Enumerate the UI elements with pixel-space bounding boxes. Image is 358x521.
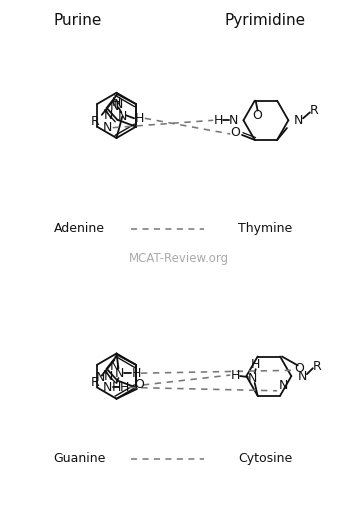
Text: Purine: Purine bbox=[53, 14, 102, 29]
Text: O: O bbox=[295, 362, 305, 375]
Text: H: H bbox=[120, 381, 129, 394]
Text: H: H bbox=[112, 381, 121, 394]
Text: H: H bbox=[231, 368, 240, 381]
Text: N: N bbox=[297, 369, 307, 382]
Text: Pyrimidine: Pyrimidine bbox=[224, 14, 305, 29]
Text: Guanine: Guanine bbox=[53, 452, 106, 465]
Text: Thymine: Thymine bbox=[238, 222, 292, 235]
Text: N: N bbox=[104, 109, 113, 122]
Text: N: N bbox=[103, 121, 112, 134]
Text: H: H bbox=[112, 96, 121, 109]
Text: N: N bbox=[294, 114, 303, 127]
Text: R: R bbox=[309, 104, 318, 117]
Text: R: R bbox=[91, 115, 99, 128]
Text: N: N bbox=[229, 114, 238, 127]
Text: Cytosine: Cytosine bbox=[238, 452, 292, 465]
Text: O: O bbox=[230, 126, 240, 139]
Text: N: N bbox=[110, 100, 119, 113]
Text: N: N bbox=[248, 371, 257, 384]
Text: O: O bbox=[253, 109, 262, 122]
Text: N: N bbox=[95, 371, 105, 384]
Text: N: N bbox=[104, 370, 113, 383]
Text: R: R bbox=[312, 360, 321, 373]
Text: N: N bbox=[110, 361, 119, 373]
Text: R: R bbox=[91, 376, 99, 389]
Text: N: N bbox=[278, 379, 288, 392]
Text: N: N bbox=[114, 98, 123, 111]
Text: H: H bbox=[213, 114, 223, 127]
Text: O: O bbox=[134, 378, 144, 391]
Text: N: N bbox=[118, 110, 127, 123]
Text: Adenine: Adenine bbox=[54, 222, 105, 235]
Text: N: N bbox=[115, 367, 124, 380]
Text: H: H bbox=[134, 112, 144, 125]
Text: H: H bbox=[251, 358, 260, 371]
Text: N: N bbox=[103, 381, 112, 394]
Text: H: H bbox=[131, 367, 141, 380]
Text: MCAT-Review.org: MCAT-Review.org bbox=[129, 252, 229, 265]
